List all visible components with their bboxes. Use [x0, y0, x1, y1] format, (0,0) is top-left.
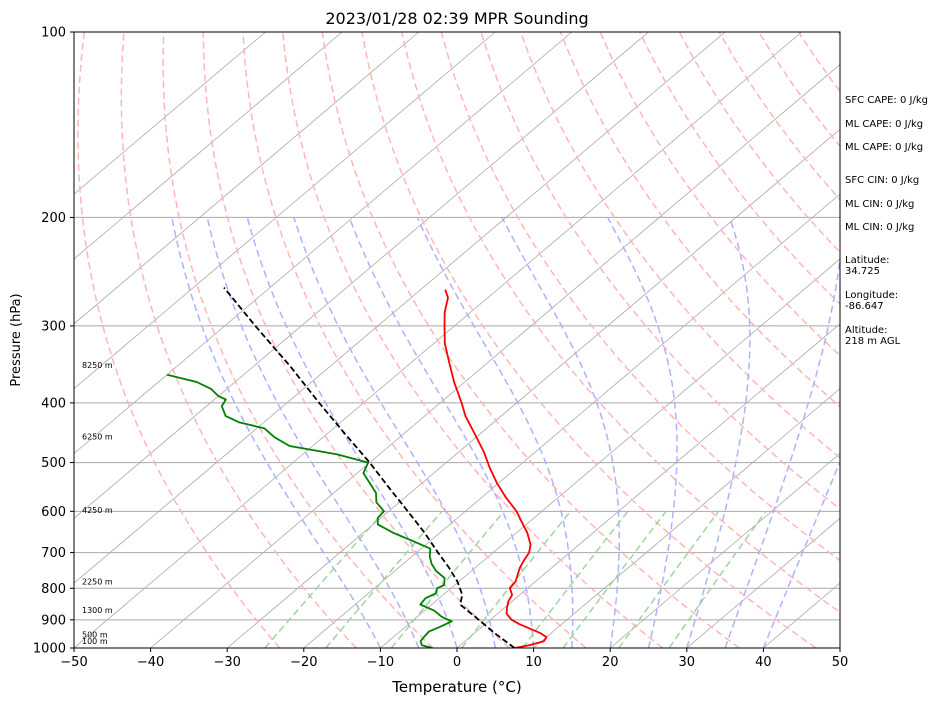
x-tick-label: 40	[755, 655, 772, 670]
y-tick-label: 200	[41, 211, 66, 226]
y-tick-label: 600	[41, 505, 66, 520]
isotherm-line	[74, 32, 649, 519]
chart-title: 2023/01/28 02:39 MPR Sounding	[325, 9, 588, 28]
dry-adiabat-line	[120, 32, 357, 648]
moist-adiabat-line	[206, 217, 420, 648]
ml-cin-text: ML CIN: 0 J/kg	[845, 199, 915, 210]
height-label: 500 m	[82, 631, 108, 640]
moist-adiabat-line	[171, 217, 382, 648]
y-axis-ticks: 1000 900 800 700 600 500 400 300 200 100	[33, 26, 74, 657]
ml-cape-text-2: ML CAPE: 0 J/kg	[845, 142, 924, 153]
altitude-value: 218 m AGL	[845, 336, 901, 347]
x-tick-label: −10	[367, 655, 394, 670]
mixing-ratio-line	[325, 510, 443, 648]
plot-frame	[73, 31, 841, 649]
sfc-cin-text: SFC CIN: 0 J/kg	[845, 175, 920, 186]
x-tick-label: −30	[213, 655, 240, 670]
temperature-profile-line	[443, 289, 548, 648]
isotherm-line	[74, 32, 573, 454]
x-tick-label: 30	[679, 655, 696, 670]
ml-cin-text-2: ML CIN: 0 J/kg	[845, 222, 915, 233]
isotherm-line	[609, 452, 840, 648]
isotherm-line	[380, 258, 840, 648]
y-tick-label: 800	[41, 582, 66, 597]
mixing-ratio-line	[562, 510, 667, 648]
dry-adiabat-line	[281, 32, 664, 648]
isotherm-line	[303, 193, 840, 648]
altitude-label: Altitude:	[845, 325, 888, 336]
dry-adiabat-line	[519, 32, 840, 459]
moist-adiabat-line	[501, 217, 620, 648]
sfc-cape-text: SFC CAPE: 0 J/kg	[845, 95, 928, 106]
moist-adiabat-line	[686, 217, 751, 648]
mixing-ratio-line	[461, 510, 572, 648]
y-tick-label: 300	[41, 319, 66, 334]
data-lines	[166, 287, 548, 648]
longitude-value: -86.647	[845, 301, 884, 312]
isotherm-line	[150, 63, 840, 648]
y-tick-label: 400	[41, 396, 66, 411]
background-lines	[74, 32, 840, 648]
ml-cape-text: ML CAPE: 0 J/kg	[845, 119, 924, 130]
x-tick-label: −50	[60, 655, 87, 670]
isotherm-line	[686, 517, 840, 648]
isotherm-line	[74, 32, 266, 195]
dry-adiabat-line	[400, 32, 840, 614]
height-label: 4250 m	[82, 506, 113, 515]
isotherm-line	[74, 32, 496, 390]
x-tick-label: −20	[290, 655, 317, 670]
x-tick-label: −40	[137, 655, 164, 670]
mixing-ratio-line	[668, 510, 767, 648]
latitude-label: Latitude:	[845, 255, 890, 266]
dry-adiabat-line	[77, 32, 281, 648]
moist-adiabat-line	[293, 217, 497, 648]
isotherm-line	[226, 128, 840, 648]
x-axis-label: Temperature (°C)	[391, 678, 521, 696]
x-tick-label: 10	[525, 655, 542, 670]
height-label: 100 m	[82, 637, 108, 646]
mixing-ratio-line	[390, 510, 505, 648]
dry-adiabat-line	[321, 32, 740, 648]
dry-adiabat-line	[162, 32, 434, 648]
dry-adiabat-line	[202, 32, 511, 648]
y-axis-label: Pressure (hPa)	[9, 293, 24, 386]
moist-adiabat-line	[606, 217, 678, 648]
dewpoint-profile-line	[166, 373, 453, 648]
isotherm-line	[74, 32, 419, 325]
height-label: 8250 m	[82, 361, 113, 370]
x-tick-label: 0	[453, 655, 461, 670]
longitude-label: Longitude:	[845, 290, 899, 301]
x-axis-ticks: −50 −40 −30 −20 −10 0 10 20 30 40 50	[60, 648, 848, 670]
moist-adiabat-line	[416, 217, 574, 648]
moist-adiabat-line	[724, 252, 840, 648]
isotherm-line	[533, 388, 840, 648]
mixing-ratio-line	[264, 510, 385, 648]
dry-adiabat-line	[361, 32, 817, 648]
y-tick-label: 100	[41, 26, 66, 41]
height-label: 1300 m	[82, 606, 113, 615]
y-tick-label: 700	[41, 546, 66, 561]
isotherm-line	[74, 32, 343, 260]
dry-adiabat-line	[480, 32, 840, 510]
mixing-ratio-line	[618, 510, 720, 648]
moist-adiabat-line	[246, 217, 458, 648]
isotherm-line	[456, 323, 840, 648]
moist-adiabat-line	[348, 217, 535, 648]
y-tick-label: 900	[41, 613, 66, 628]
latitude-value: 34.725	[845, 266, 880, 277]
y-tick-label: 1000	[33, 642, 66, 657]
height-label: 6250 m	[82, 433, 113, 442]
moist-adiabat-line	[762, 459, 840, 648]
x-tick-label: 20	[602, 655, 619, 670]
dry-adiabat-line	[559, 32, 840, 408]
dry-adiabat-line	[242, 32, 587, 648]
y-tick-label: 500	[41, 456, 66, 471]
parcel-profile-line	[223, 287, 516, 648]
x-tick-label: 50	[832, 655, 849, 670]
isotherm-line	[74, 32, 726, 584]
mixing-ratio-line	[521, 510, 629, 648]
height-label: 2250 m	[82, 578, 113, 587]
